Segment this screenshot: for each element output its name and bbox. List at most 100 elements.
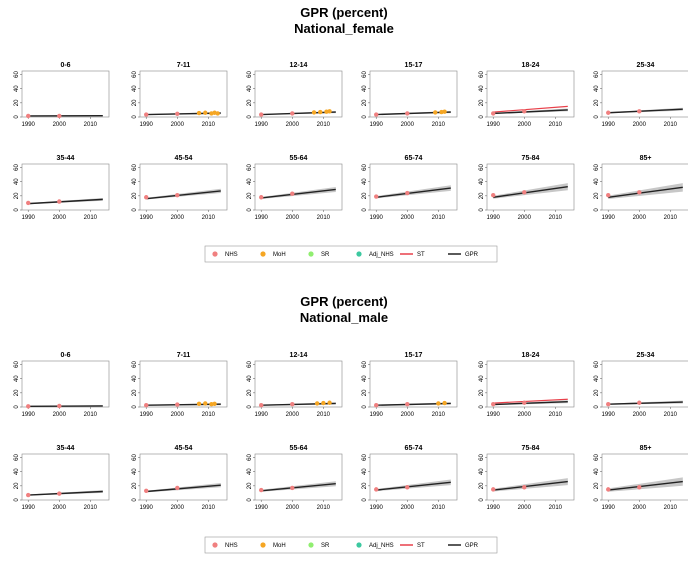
c0-p1-xtick-label-1990: 1990 [140,122,154,128]
c0-p11-ytick-label-0: 0 [594,208,600,212]
c1-p8-gpr-line [261,484,336,491]
c1-p1-title: 7-11 [177,352,191,359]
c0-p1-ytick-label-40: 40 [132,85,138,92]
c0-p7-point-nhs-0 [144,195,148,199]
c1-p8-ytick-label-40: 40 [247,468,253,475]
c0-p8-xtick-label-1990: 1990 [255,215,269,221]
c1-p2-ytick-label-60: 60 [247,361,253,368]
c0-p10-title: 75-84 [522,155,540,162]
c0-p11-uncertainty-band [608,183,683,199]
c0-p9-point-nhs-0 [374,194,378,198]
c1-p0-ytick-label-0: 0 [14,405,20,409]
c0-p5-ytick-label-40: 40 [594,85,600,92]
c1-p0-title: 0-6 [60,352,70,359]
c1-p4-ytick-label-40: 40 [479,375,485,382]
c0-p0-point-nhs-0 [26,114,30,118]
legend-0-nhs-key [212,251,217,256]
c1-p3-xtick-label-2010: 2010 [432,412,446,418]
c0-p3-point-moh-4 [442,109,446,113]
c0-p9-ytick-label-40: 40 [362,178,368,185]
c1-p8-ytick-label-20: 20 [247,482,253,489]
c0-p0-xtick-label-2000: 2000 [53,122,67,128]
legend-1-moh-key [260,542,265,547]
c0-p7-ytick-label-0: 0 [132,208,138,212]
c1-p9-gpr-line [376,482,451,490]
male-chart-title: GPR (percent) [300,294,387,309]
c0-p0-ytick-label-60: 60 [14,71,20,78]
c1-p1-point-moh-2 [197,402,201,406]
c1-p0-xtick-label-2010: 2010 [84,412,98,418]
c0-p1-xtick-label-2000: 2000 [171,122,185,128]
c1-p0-xtick-label-1990: 1990 [22,412,36,418]
c0-p4-ytick-label-0: 0 [479,115,485,119]
legend-0-adj-nhs-label: Adj_NHS [369,252,394,258]
c0-p8-point-nhs-0 [259,195,263,199]
c0-p7-ytick-label-20: 20 [132,192,138,199]
c1-p8-ytick-label-0: 0 [247,498,253,502]
c0-p1-point-nhs-1 [175,112,179,116]
c0-p11-ytick-label-20: 20 [594,192,600,199]
c1-p2-xtick-label-2000: 2000 [286,412,300,418]
c1-p9-title: 65-74 [405,445,423,452]
c0-p8-point-nhs-1 [290,192,294,196]
c1-p5-ytick-label-40: 40 [594,375,600,382]
c1-p1-point-moh-3 [203,401,207,405]
legend-1-st-label: ST [417,543,425,549]
c1-p7-title: 45-54 [175,445,193,452]
c0-p6-point-nhs-1 [57,199,61,203]
c1-p10-ytick-label-60: 60 [479,454,485,461]
c1-p6-xtick-label-1990: 1990 [22,505,36,511]
c0-p11-xtick-label-2010: 2010 [664,215,678,221]
c1-p3-ytick-label-40: 40 [362,375,368,382]
legend-0-sr-key [308,251,313,256]
c0-p1-ytick-label-60: 60 [132,71,138,78]
c0-p6-point-nhs-0 [26,201,30,205]
c1-p4-ytick-label-20: 20 [479,389,485,396]
c0-p4-xtick-label-2010: 2010 [549,122,563,128]
c0-p7-xtick-label-2000: 2000 [171,215,185,221]
c0-p10-xtick-label-2010: 2010 [549,215,563,221]
c1-p7-xtick-label-1990: 1990 [140,505,154,511]
c0-p6-xtick-label-1990: 1990 [22,215,36,221]
c1-p4-xtick-label-2000: 2000 [518,412,532,418]
c0-p3-xtick-label-2010: 2010 [432,122,446,128]
c1-p0-xtick-label-2000: 2000 [53,412,67,418]
c1-p6-ytick-label-20: 20 [14,482,20,489]
c1-p2-point-moh-3 [321,401,325,405]
c1-p9-ytick-label-20: 20 [362,482,368,489]
c1-p0-ytick-label-40: 40 [14,375,20,382]
c1-p6-ytick-label-0: 0 [14,498,20,502]
c1-p10-ytick-label-0: 0 [479,498,485,502]
c0-p5-xtick-label-2010: 2010 [664,122,678,128]
female-chart-title: GPR (percent) [300,5,387,20]
c1-p10-frame [487,454,574,500]
c1-p4-point-nhs-1 [522,401,526,405]
c0-p7-xtick-label-2010: 2010 [202,215,216,221]
c1-p1-xtick-label-2010: 2010 [202,412,216,418]
c1-p1-ytick-label-40: 40 [132,375,138,382]
c0-p10-ytick-label-20: 20 [479,192,485,199]
c0-p2-point-nhs-0 [259,112,263,116]
c1-p11-ytick-label-20: 20 [594,482,600,489]
c1-p0-ytick-label-60: 60 [14,361,20,368]
c1-p3-point-moh-3 [442,401,446,405]
c0-p6-xtick-label-2010: 2010 [84,215,98,221]
c1-p2-xtick-label-2010: 2010 [317,412,331,418]
c0-p2-ytick-label-20: 20 [247,99,253,106]
c1-p1-point-nhs-0 [144,403,148,407]
c0-p9-xtick-label-1990: 1990 [370,215,384,221]
c1-p3-xtick-label-1990: 1990 [370,412,384,418]
c0-p5-title: 25-34 [637,62,655,69]
c1-p4-ytick-label-60: 60 [479,361,485,368]
c0-p1-point-moh-6 [215,111,219,115]
c1-p5-xtick-label-2010: 2010 [664,412,678,418]
legend-1-adj-nhs-label: Adj_NHS [369,543,394,549]
c0-p10-ytick-label-60: 60 [479,164,485,171]
c1-p1-xtick-label-1990: 1990 [140,412,154,418]
c1-p8-point-nhs-1 [290,486,294,490]
c1-p9-xtick-label-2010: 2010 [432,505,446,511]
c1-p1-ytick-label-60: 60 [132,361,138,368]
c0-p4-xtick-label-1990: 1990 [487,122,501,128]
c0-p7-ytick-label-60: 60 [132,164,138,171]
